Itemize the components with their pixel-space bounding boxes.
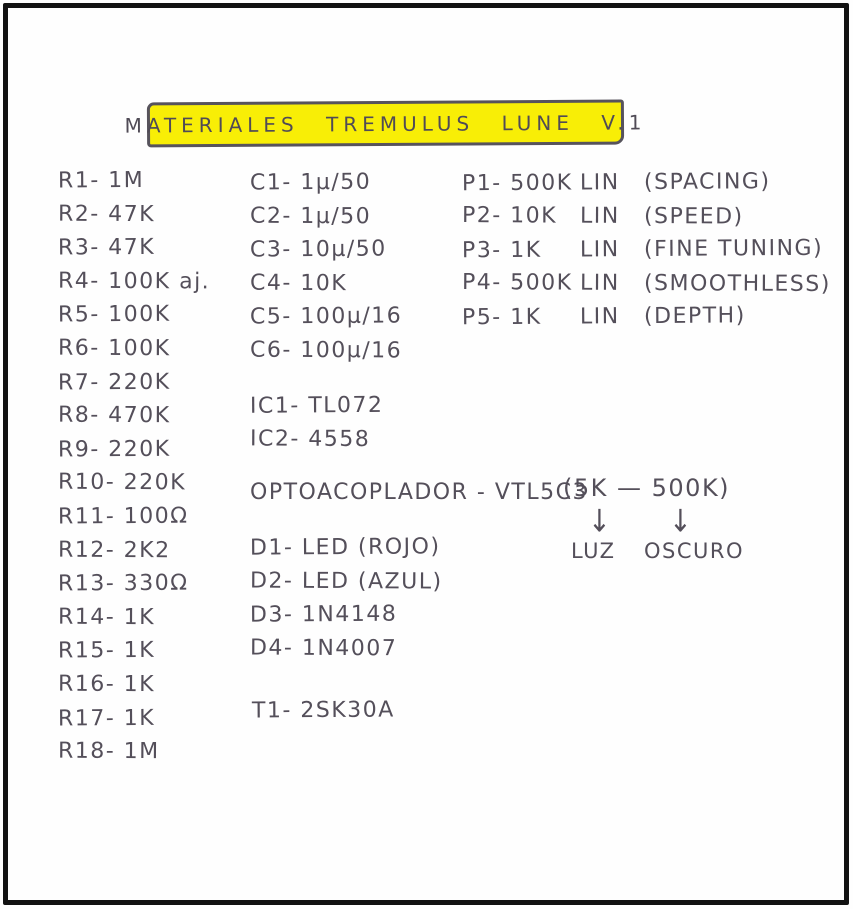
pot-role: (SPACING) [643, 168, 771, 195]
capacitor-item: C3- 10µ/50 [249, 236, 387, 263]
pot-role: (SMOOTHLESS) [643, 270, 831, 297]
pot-role: (DEPTH) [643, 303, 746, 330]
resistor-item: R6- 100K [57, 335, 171, 361]
resistor-item: R10- 220K [57, 469, 187, 496]
pot-taper: LIN [579, 237, 620, 263]
ic-list: IC1- TL072 IC2- 4558 [250, 389, 470, 456]
resistor-item: R14- 1K [57, 604, 156, 630]
pot-name: P2- 10K [461, 202, 558, 228]
diode-item: D3- 1N4148 [249, 601, 398, 628]
capacitor-item: C6- 100µ/16 [249, 337, 403, 364]
luz-label: LUZ [571, 539, 616, 563]
resistor-item: R1- 1M [57, 167, 145, 194]
resistor-item: R16- 1K [57, 671, 156, 697]
pot-name: P1- 500K [461, 170, 573, 197]
pot-taper: LIN [579, 203, 620, 229]
transistor-item: T1- 2SK30A [251, 697, 395, 724]
pot-role: (SPEED) [643, 203, 744, 229]
diode-item: D2- LED (AZUL) [249, 567, 443, 594]
diode-item: D1- LED (ROJO) [249, 534, 441, 561]
pot-row: P1- 500K LIN (SPACING) [462, 165, 831, 201]
resistor-item: R2- 47K [57, 200, 156, 227]
capacitor-item: C2- 1µ/50 [249, 202, 372, 229]
resistor-item: R3- 47K [57, 234, 156, 261]
capacitor-list: C1- 1µ/50 C2- 1µ/50 C3- 10µ/50 C4- 10K C… [250, 166, 402, 368]
resistor-item: R18- 1M [57, 738, 160, 765]
transistor-list: T1- 2SK30A [252, 694, 395, 728]
title-box: MATERIALES TREMULUS LUNE V.1 [124, 99, 647, 148]
capacitor-item: C5- 100µ/16 [249, 303, 403, 330]
down-arrow-icon: ↓ [588, 503, 611, 540]
resistor-item: R17- 1K [57, 705, 156, 731]
pot-row: P2- 10K LIN (SPEED) [462, 199, 831, 235]
pot-taper: LIN [579, 304, 620, 330]
diode-item: D4- 1N4007 [249, 635, 398, 661]
pot-role: (FINE TUNING) [643, 235, 824, 263]
resistor-item: R7- 220K [57, 369, 171, 395]
oscuro-label: OSCURO [644, 539, 745, 563]
capacitor-item: C4- 10K [249, 270, 348, 296]
resistor-item: R12- 2K2 [57, 536, 171, 563]
pot-name: P3- 1K [461, 237, 542, 264]
pot-row: P3- 1K LIN (FINE TUNING) [462, 232, 831, 268]
diode-list: D1- LED (ROJO) D2- LED (AZUL) D3- 1N4148… [250, 531, 443, 665]
down-arrow-icon: ↓ [669, 503, 692, 540]
ic-item: IC2- 4558 [249, 425, 371, 452]
pot-row: P4- 500K LIN (SMOOTHLESS) [462, 266, 831, 302]
pot-name: P5- 1K [461, 304, 542, 331]
resistor-item: R13- 330Ω [57, 570, 189, 597]
resistor-item: R5- 100K [57, 301, 171, 328]
resistor-item: R9- 220K [57, 436, 171, 463]
resistor-item: R4- 100K aj. [57, 268, 211, 294]
resistor-item: R8- 470K [57, 402, 171, 429]
page-title: MATERIALES TREMULUS LUNE V.1 [124, 109, 647, 138]
resistor-item: R11- 100Ω [57, 503, 189, 530]
optocoupler-label: OPTOACOPLADOR - VTL5C3 [250, 480, 588, 505]
optocoupler-range: (5K — 500K) [563, 474, 731, 502]
pot-row: P5- 1K LIN (DEPTH) [462, 299, 831, 335]
capacitor-item: C1- 1µ/50 [249, 169, 372, 196]
resistor-list: R1- 1M R2- 47K R3- 47K R4- 100K aj. R5- … [58, 164, 210, 769]
ic-item: IC1- TL072 [249, 392, 384, 419]
potentiometer-list: P1- 500K LIN (SPACING) P2- 10K LIN (SPEE… [462, 166, 831, 334]
pot-name: P4- 500K [461, 269, 573, 296]
resistor-item: R15- 1K [57, 637, 156, 664]
pot-taper: LIN [579, 270, 620, 296]
pot-taper: LIN [579, 169, 620, 196]
